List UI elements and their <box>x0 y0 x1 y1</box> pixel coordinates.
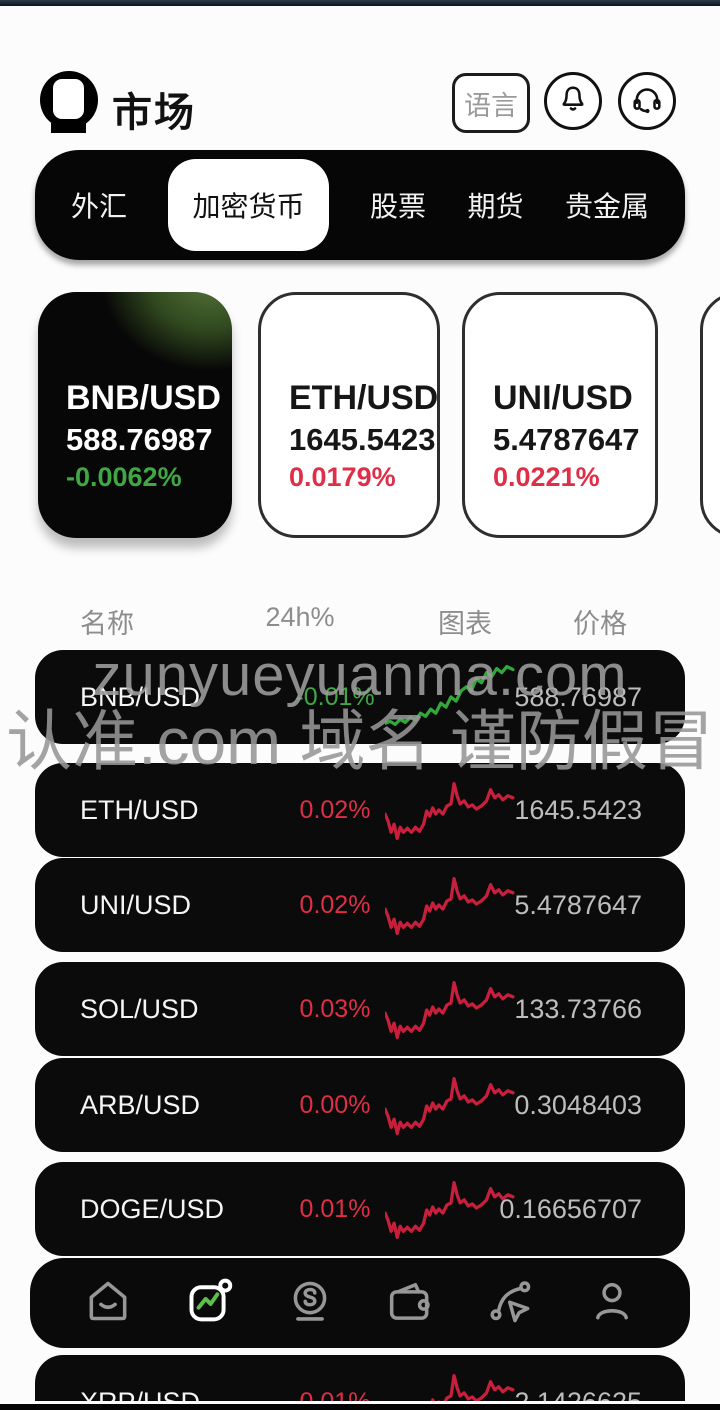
card-symbol: BNB/USD <box>66 379 221 417</box>
person-icon <box>587 1276 637 1331</box>
row-change: 0.03% <box>299 994 371 1023</box>
tab-stocks[interactable]: 股票 <box>369 191 426 222</box>
card-change: 0.0179% <box>289 462 396 492</box>
row-price: 0.3048403 <box>514 1089 642 1120</box>
card-symbol: UNI/USD <box>493 379 633 417</box>
nav-transfer[interactable] <box>485 1277 537 1329</box>
col-price: 价格 <box>573 609 627 639</box>
bottom-edge-strip <box>0 1404 720 1410</box>
card-price: 588.76987 <box>66 422 213 457</box>
headset-icon <box>629 81 665 122</box>
col-change: 24h% <box>265 602 335 632</box>
row-price: 0.16656707 <box>499 1193 642 1224</box>
nav-home[interactable] <box>82 1277 134 1329</box>
coin-row-uni[interactable]: UNI/USD 0.02% 5.4787647 <box>35 858 685 952</box>
row-price: 133.73766 <box>514 993 642 1024</box>
sparkline-chart <box>383 658 517 736</box>
ticker-card-uni[interactable]: UNI/USD 5.4787647 0.0221% <box>462 292 658 538</box>
row-symbol: UNI/USD <box>80 889 192 920</box>
tab-crypto[interactable]: 加密货币 <box>168 159 329 251</box>
coin-row-doge[interactable]: DOGE/USD 0.01% 0.16656707 <box>35 1162 685 1256</box>
ticker-card-bnb[interactable]: BNB/USD 588.76987 -0.0062% <box>38 292 232 538</box>
bottom-nav <box>30 1258 690 1348</box>
list-header: 名称 24h% 图表 价格 <box>0 602 720 642</box>
nav-profile[interactable] <box>586 1277 638 1329</box>
card-price: 5.4787647 <box>493 422 640 457</box>
sparkline-chart <box>383 1170 517 1248</box>
coin-row-bnb[interactable]: BNB/USD -0.01% 588.76987 <box>35 650 685 744</box>
tab-forex[interactable]: 外汇 <box>71 191 128 222</box>
sparkline-chart <box>383 866 517 944</box>
row-symbol: ARB/USD <box>80 1089 201 1120</box>
row-change: 0.01% <box>299 1194 371 1223</box>
ticker-card-eth[interactable]: ETH/USD 1645.5423 0.0179% <box>258 292 440 538</box>
sparkline-chart <box>383 1066 517 1144</box>
notifications-button[interactable] <box>544 72 602 130</box>
tab-futures[interactable]: 期货 <box>467 191 524 222</box>
row-change: 0.00% <box>299 1090 371 1119</box>
row-symbol: DOGE/USD <box>80 1193 225 1224</box>
category-tabbar: 外汇 加密货币 股票 期货 贵金属 <box>35 150 685 260</box>
row-symbol: SOL/USD <box>80 993 199 1024</box>
bell-icon <box>555 81 591 122</box>
route-arrow-icon <box>486 1276 536 1331</box>
sparkline-chart <box>383 771 517 849</box>
row-symbol: BNB/USD <box>80 681 201 712</box>
market-chart-icon <box>184 1276 234 1331</box>
row-price: 588.76987 <box>514 681 642 712</box>
row-price: 1645.5423 <box>514 794 642 825</box>
row-change: 0.02% <box>299 890 371 919</box>
card-change: -0.0062% <box>66 462 182 492</box>
row-price: 5.4787647 <box>514 889 642 920</box>
bottom-divider-line <box>0 1401 720 1404</box>
page-title: 市场 <box>112 91 196 135</box>
card-symbol: ETH/USD <box>289 379 439 417</box>
coin-row-arb[interactable]: ARB/USD 0.00% 0.3048403 <box>35 1058 685 1152</box>
wallet-icon <box>385 1276 435 1331</box>
ticker-card-next-partial[interactable] <box>700 292 720 538</box>
app-logo <box>38 70 100 136</box>
row-symbol: ETH/USD <box>80 794 199 825</box>
language-button-label: 语言 <box>464 90 518 121</box>
language-button[interactable]: 语言 <box>452 73 530 133</box>
col-name: 名称 <box>80 609 134 639</box>
tab-metals[interactable]: 贵金属 <box>564 191 649 222</box>
customer-service-button[interactable] <box>618 72 676 130</box>
row-change: 0.02% <box>299 795 371 824</box>
status-bar <box>0 0 720 6</box>
card-price: 1645.5423 <box>289 422 436 457</box>
card-change: 0.0221% <box>493 462 600 492</box>
nav-market[interactable] <box>183 1277 235 1329</box>
dollar-circle-icon <box>285 1276 335 1331</box>
nav-finance[interactable] <box>284 1277 336 1329</box>
nav-wallet[interactable] <box>384 1277 436 1329</box>
row-change: -0.01% <box>295 682 375 711</box>
sparkline-chart <box>383 970 517 1048</box>
coin-row-eth[interactable]: ETH/USD 0.02% 1645.5423 <box>35 763 685 857</box>
home-icon <box>83 1276 133 1331</box>
coin-row-sol[interactable]: SOL/USD 0.03% 133.73766 <box>35 962 685 1056</box>
col-chart: 图表 <box>438 609 492 639</box>
